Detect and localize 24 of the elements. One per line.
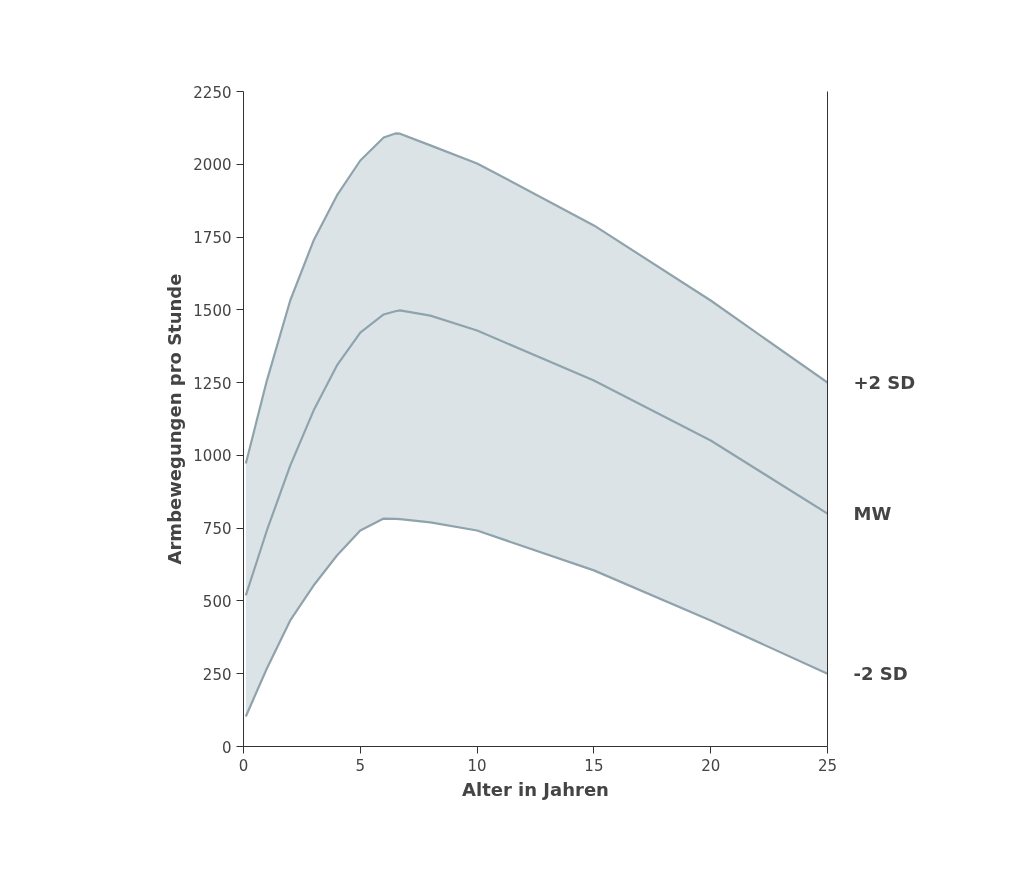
series-label: -2 SD xyxy=(853,663,908,685)
y-tick-label: 1750 xyxy=(193,229,232,248)
x-axis-title: Alter in Jahren xyxy=(462,778,609,800)
x-tick-label: 25 xyxy=(817,756,838,775)
y-tick-label: 1500 xyxy=(193,301,232,320)
y-tick-label: 500 xyxy=(202,592,232,611)
y-tick-label: 0 xyxy=(221,738,232,757)
x-tick-label: 10 xyxy=(467,756,487,775)
y-tick-label: 2000 xyxy=(193,156,232,175)
series-label: +2 SD xyxy=(853,372,916,394)
y-tick-label: 2250 xyxy=(193,83,232,102)
y-axis-title: Armbewegungen pro Stunde xyxy=(164,273,186,565)
y-tick-label: 1000 xyxy=(193,447,232,466)
x-tick-label: 5 xyxy=(355,756,366,775)
series-label: MW xyxy=(853,503,892,525)
y-tick-label: 750 xyxy=(202,520,232,539)
line-series xyxy=(244,132,828,465)
x-tick-label: 0 xyxy=(238,756,249,775)
line-series xyxy=(244,517,828,718)
y-tick-label: 1250 xyxy=(193,374,232,393)
line-series xyxy=(244,309,828,597)
x-tick-label: 20 xyxy=(701,756,721,775)
y-tick-label: 250 xyxy=(202,665,232,684)
x-tick-label: 15 xyxy=(584,756,604,775)
